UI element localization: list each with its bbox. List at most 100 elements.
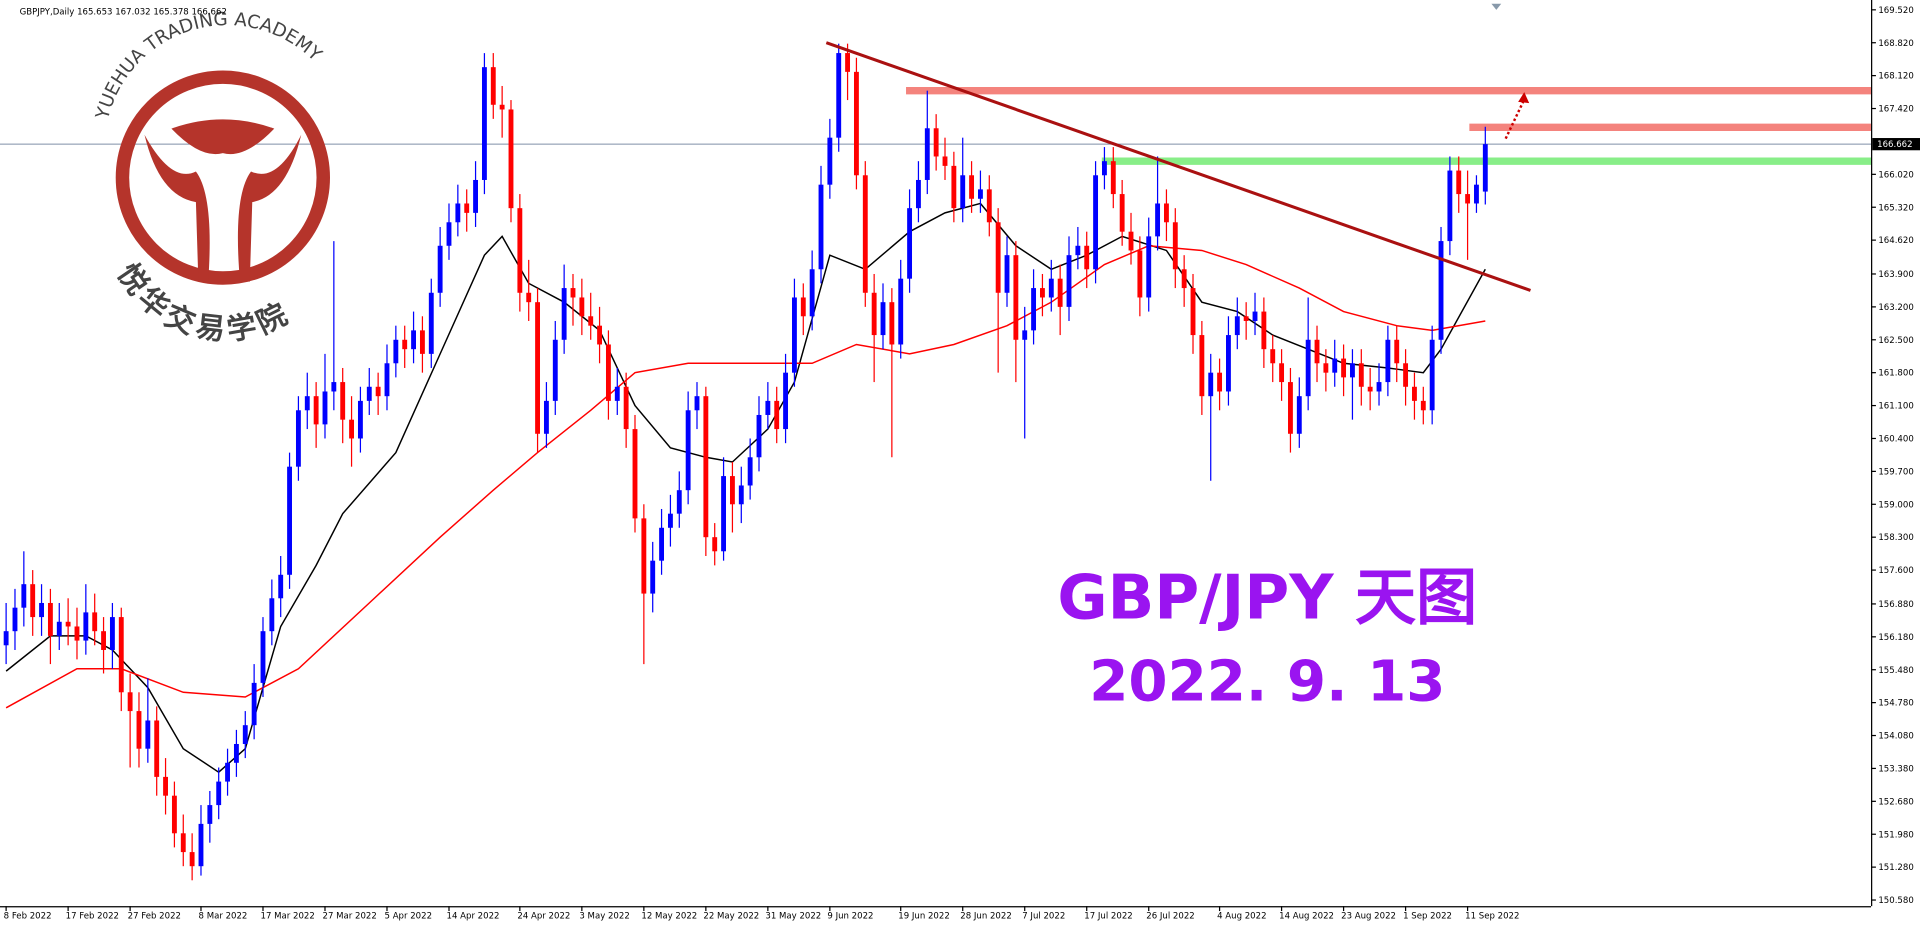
x-tick-label: 27 Feb 2022 xyxy=(128,911,181,921)
candle-body xyxy=(907,208,913,279)
y-tick-label: 153.380 xyxy=(1878,764,1913,774)
candle-body xyxy=(455,203,461,223)
candle-body xyxy=(1341,358,1347,378)
candle-body xyxy=(1155,203,1161,237)
candle-body xyxy=(473,179,478,213)
y-tick-label: 161.100 xyxy=(1878,402,1913,412)
x-tick-label: 12 May 2022 xyxy=(641,911,697,921)
y-tick-label: 154.080 xyxy=(1878,732,1913,742)
candle-body xyxy=(419,330,425,354)
x-tick-label: 14 Apr 2022 xyxy=(447,911,500,921)
candle-body xyxy=(1234,316,1240,336)
candle-body xyxy=(1199,335,1205,397)
candle-body xyxy=(357,400,363,439)
trendline xyxy=(825,41,1531,292)
candle-body xyxy=(942,156,948,166)
candle-body xyxy=(1057,278,1063,307)
y-tick-label: 163.900 xyxy=(1878,270,1913,280)
candle-body xyxy=(109,617,115,650)
candle-body xyxy=(12,607,18,632)
candle-body xyxy=(1412,386,1417,401)
candle-body xyxy=(1031,288,1037,331)
candle-body xyxy=(1208,372,1214,397)
moving-average xyxy=(5,245,1486,709)
candle-body xyxy=(783,372,789,430)
candle-body xyxy=(1456,170,1462,195)
candle-body xyxy=(304,396,310,411)
y-tick-label: 150.580 xyxy=(1878,896,1913,906)
x-tick-label: 8 Mar 2022 xyxy=(199,911,248,921)
candle-body xyxy=(393,339,399,364)
candle-body xyxy=(340,382,346,420)
candle-body xyxy=(721,476,727,552)
candle-body xyxy=(535,302,541,434)
candle-body xyxy=(30,584,36,618)
candle-body xyxy=(685,410,691,491)
candle-body xyxy=(1447,170,1453,242)
x-tick-label: 17 Feb 2022 xyxy=(66,911,119,921)
candle-body xyxy=(490,67,496,105)
candle-body xyxy=(774,400,780,430)
y-tick-label: 169.520 xyxy=(1878,6,1913,16)
candle-body xyxy=(154,720,160,777)
candle-body xyxy=(1075,245,1081,256)
candle-body xyxy=(1438,241,1444,340)
candle-body xyxy=(1367,386,1373,392)
candle-body xyxy=(1482,144,1488,192)
candle-body xyxy=(526,292,532,303)
candle-body xyxy=(1376,382,1382,392)
candle-body xyxy=(233,743,239,763)
y-tick-label: 160.400 xyxy=(1878,435,1913,445)
candle-body xyxy=(21,584,27,608)
candle-body xyxy=(676,490,682,514)
candle-body xyxy=(986,189,992,223)
candle-body xyxy=(92,612,98,632)
x-tick-label: 14 Aug 2022 xyxy=(1279,911,1334,921)
y-tick-label: 163.200 xyxy=(1878,303,1913,313)
candle-body xyxy=(1243,316,1249,321)
y-tick-label: 166.020 xyxy=(1878,170,1913,180)
candle-body xyxy=(862,175,868,293)
plot-area xyxy=(0,41,1872,881)
candle-body xyxy=(995,222,1001,293)
x-tick-label: 1 Sep 2022 xyxy=(1403,911,1452,921)
candle-body xyxy=(1164,203,1169,223)
y-tick-label: 161.800 xyxy=(1878,369,1913,379)
candle-body xyxy=(1296,396,1302,434)
candle-body xyxy=(977,189,983,199)
x-tick-label: 5 Apr 2022 xyxy=(385,911,433,921)
candle-body xyxy=(969,175,975,199)
candle-body xyxy=(127,692,133,712)
y-tick-label: 168.120 xyxy=(1878,72,1913,82)
candle-body xyxy=(366,386,372,401)
candle-body xyxy=(1110,161,1116,195)
y-tick-label: 158.300 xyxy=(1878,533,1913,543)
candle-body xyxy=(632,429,638,519)
candle-body xyxy=(561,288,567,340)
candle-body xyxy=(1102,161,1107,176)
candle-body xyxy=(437,245,443,293)
candle-body xyxy=(74,626,80,641)
candle-body xyxy=(1394,339,1400,364)
x-tick-label: 26 Jul 2022 xyxy=(1146,911,1194,921)
candle-body xyxy=(1066,255,1072,307)
x-tick-label: 9 Jun 2022 xyxy=(827,911,873,921)
candle-body xyxy=(809,269,815,317)
candle-body xyxy=(579,297,585,317)
candle-body xyxy=(56,621,62,636)
candle-body xyxy=(924,128,930,180)
candle-body xyxy=(198,823,204,867)
candle-body xyxy=(747,457,753,486)
candle-body xyxy=(597,325,603,345)
candle-body xyxy=(1004,255,1010,293)
candle-body xyxy=(605,344,611,401)
candle-body xyxy=(269,598,275,632)
candle-body xyxy=(659,527,665,561)
candle-body xyxy=(3,631,9,646)
y-tick-label: 152.680 xyxy=(1878,797,1913,807)
candle-body xyxy=(1146,236,1152,298)
candle-body xyxy=(1350,363,1355,378)
